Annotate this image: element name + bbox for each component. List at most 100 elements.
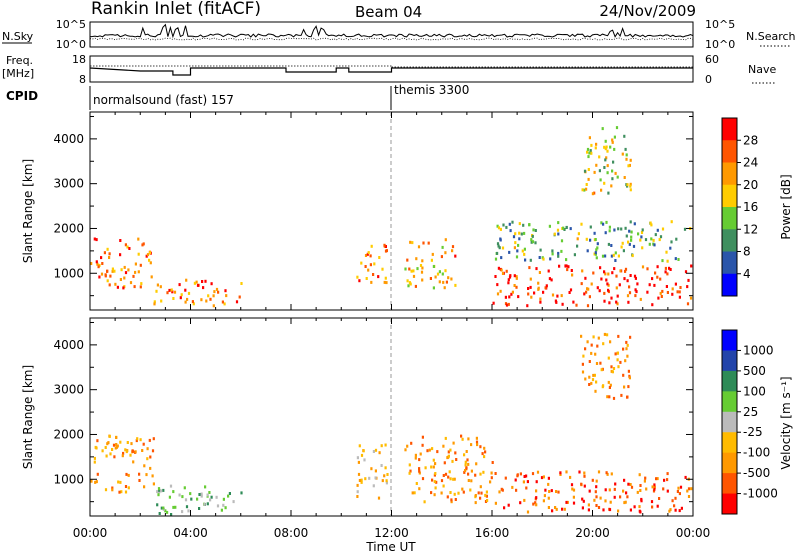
echo-cell	[629, 188, 632, 192]
echo-cell	[687, 495, 691, 498]
echo-cell	[418, 458, 421, 462]
velocity-ytick-label: 3000	[53, 383, 84, 397]
echo-cell	[408, 471, 411, 475]
echo-cell	[555, 490, 558, 493]
echo-cell	[610, 365, 613, 369]
echo-cell	[623, 501, 626, 505]
echo-cell	[442, 280, 445, 284]
echo-cell	[594, 251, 597, 255]
echo-cell	[121, 454, 124, 458]
power-ytick-label: 1000	[53, 266, 84, 280]
echo-cell	[593, 170, 596, 174]
echo-cell	[622, 373, 625, 377]
echo-cell	[484, 450, 487, 454]
echo-cell	[547, 482, 550, 486]
echo-cell	[358, 444, 361, 448]
velocity-ytick-label: 2000	[53, 427, 84, 441]
echo-cell	[411, 491, 414, 495]
echo-cell	[130, 442, 133, 446]
echo-cell	[571, 487, 574, 491]
velocity-colorbar-block	[722, 391, 737, 413]
echo-cell	[599, 266, 602, 270]
echo-cell	[665, 285, 668, 288]
echo-cell	[607, 242, 610, 246]
echo-cell	[134, 270, 137, 274]
echo-cell	[410, 441, 413, 445]
echo-cell	[627, 300, 630, 304]
echo-cell	[148, 438, 151, 442]
echo-cell	[164, 509, 167, 513]
echo-cell	[119, 278, 122, 281]
echo-cell	[611, 140, 614, 144]
echo-cell	[410, 269, 413, 273]
echo-cell	[139, 438, 142, 442]
echo-cell	[499, 238, 502, 242]
echo-cell	[586, 287, 589, 291]
echo-cell	[659, 235, 663, 239]
echo-cell	[583, 484, 586, 488]
echo-cell	[625, 157, 628, 161]
echo-cell	[222, 497, 225, 501]
echo-cell	[143, 464, 146, 468]
echo-cell	[630, 485, 634, 489]
echo-cell	[617, 365, 620, 369]
echo-cell	[639, 297, 642, 301]
echo-cell	[380, 444, 383, 448]
echo-cell	[651, 485, 654, 489]
power-colorbar-tick: 16	[743, 200, 758, 214]
echo-cell	[556, 228, 560, 232]
echo-cell	[593, 252, 596, 256]
echo-cell	[626, 183, 629, 187]
echo-cell	[616, 294, 619, 298]
echo-cell	[385, 249, 388, 253]
echo-cell	[358, 279, 361, 283]
echo-cell	[641, 228, 644, 232]
echo-cell	[614, 352, 617, 356]
echo-cell	[629, 184, 632, 188]
echo-cell	[113, 269, 116, 273]
echo-cell	[600, 221, 603, 225]
echo-cell	[669, 268, 672, 271]
echo-cell	[594, 238, 597, 241]
echo-cell	[525, 474, 528, 478]
echo-cell	[162, 488, 165, 492]
echo-cell	[523, 498, 526, 502]
echo-cell	[629, 182, 632, 186]
echo-cell	[599, 361, 602, 365]
echo-cell	[549, 257, 552, 261]
echo-cell	[224, 289, 227, 293]
echo-cell	[106, 442, 109, 446]
echo-cell	[360, 453, 364, 457]
echo-cell	[548, 224, 551, 228]
echo-cell	[538, 271, 541, 274]
echo-cell	[153, 300, 156, 304]
echo-cell	[383, 474, 386, 478]
echo-cell	[156, 490, 159, 494]
echo-cell	[655, 477, 658, 481]
echo-cell	[203, 502, 206, 506]
echo-cell	[625, 491, 628, 495]
echo-cell	[528, 223, 531, 227]
echo-cell	[145, 254, 148, 258]
echo-cell	[587, 177, 590, 181]
echo-cell	[570, 483, 574, 487]
echo-cell	[588, 383, 591, 386]
echo-cell	[215, 287, 219, 291]
echo-cell	[551, 249, 554, 253]
echo-cell	[659, 291, 662, 295]
echo-cell	[490, 476, 493, 480]
echo-cell	[596, 286, 599, 290]
xaxis-tick-label: 20:00	[575, 526, 610, 540]
velocity-colorbar-tick: 1000	[743, 343, 774, 357]
echo-cell	[592, 335, 595, 339]
echo-cell	[686, 489, 689, 493]
echo-cell	[446, 456, 449, 460]
echo-cell	[184, 288, 187, 292]
echo-cell	[573, 253, 576, 257]
echo-cell	[200, 492, 203, 496]
echo-cell	[604, 147, 607, 151]
echo-cell	[101, 262, 104, 265]
echo-cell	[445, 280, 448, 284]
echo-cell	[595, 479, 598, 483]
echo-cell	[156, 503, 159, 507]
